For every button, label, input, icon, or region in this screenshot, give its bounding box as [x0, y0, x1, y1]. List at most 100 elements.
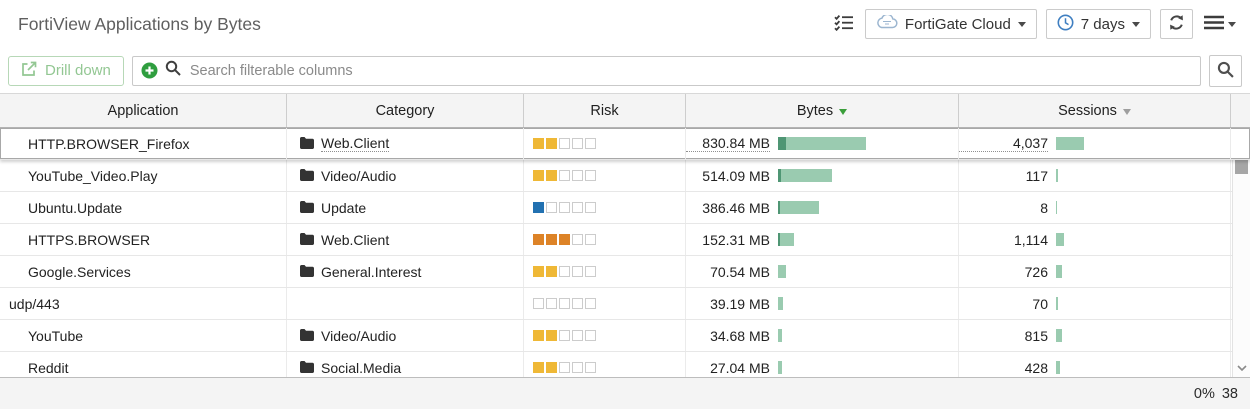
- sessions-cell[interactable]: 70: [959, 288, 1231, 319]
- application-cell[interactable]: Reddit: [0, 352, 287, 377]
- table-row[interactable]: Google.Services General.Interest 70.54 M…: [0, 256, 1250, 288]
- category-cell[interactable]: Update: [287, 192, 524, 223]
- risk-square: [546, 170, 557, 181]
- table-row[interactable]: Ubuntu.Update Update 386.46 MB 8: [0, 192, 1250, 224]
- application-cell[interactable]: udp/443: [0, 288, 287, 319]
- category-link[interactable]: Update: [321, 199, 367, 216]
- refresh-icon: [1168, 14, 1185, 35]
- column-header-risk[interactable]: Risk: [524, 94, 686, 127]
- scroll-down-icon[interactable]: [1233, 361, 1250, 374]
- risk-square: [585, 202, 596, 213]
- sort-desc-icon[interactable]: [839, 108, 848, 115]
- sessions-cell[interactable]: 8: [959, 192, 1231, 223]
- category-cell[interactable]: Web.Client: [287, 224, 524, 255]
- sessions-value[interactable]: 70: [1032, 295, 1048, 312]
- column-header-sessions[interactable]: Sessions: [959, 94, 1231, 127]
- application-cell[interactable]: HTTPS.BROWSER: [0, 224, 287, 255]
- folder-icon: [300, 200, 314, 216]
- add-filter-icon[interactable]: [141, 62, 158, 79]
- column-header-application[interactable]: Application: [0, 94, 287, 127]
- bytes-cell[interactable]: 70.54 MB: [686, 256, 959, 287]
- category-link[interactable]: Web.Client: [321, 231, 390, 248]
- filter-bar[interactable]: [131, 55, 1201, 86]
- table-row[interactable]: HTTP.BROWSER_Firefox Web.Client 830.84 M…: [0, 128, 1250, 160]
- category-cell[interactable]: Social.Media: [287, 352, 524, 377]
- sessions-cell[interactable]: 815: [959, 320, 1231, 351]
- search-input[interactable]: [187, 61, 1192, 80]
- risk-square: [533, 138, 544, 149]
- category-cell[interactable]: Web.Client: [287, 128, 524, 159]
- sessions-value[interactable]: 4,037: [1012, 135, 1048, 151]
- bytes-bar-light: [778, 265, 786, 278]
- table-row[interactable]: YouTube_Video.Play Video/Audio 514.09 MB…: [0, 160, 1250, 192]
- table-row[interactable]: YouTube Video/Audio 34.68 MB 815: [0, 320, 1250, 352]
- refresh-button[interactable]: [1160, 9, 1193, 39]
- column-header-bytes[interactable]: Bytes: [686, 94, 959, 127]
- table-header: Application Category Risk Bytes Sessions: [0, 93, 1250, 128]
- table-row[interactable]: HTTPS.BROWSER Web.Client 152.31 MB 1,114: [0, 224, 1250, 256]
- bytes-value[interactable]: 70.54 MB: [710, 263, 770, 280]
- bytes-cell[interactable]: 34.68 MB: [686, 320, 959, 351]
- category-cell[interactable]: General.Interest: [287, 256, 524, 287]
- sessions-cell[interactable]: 1,114: [959, 224, 1231, 255]
- category-link[interactable]: Web.Client: [321, 135, 390, 152]
- category-link[interactable]: General.Interest: [321, 263, 422, 280]
- sessions-cell[interactable]: 4,037: [959, 128, 1231, 159]
- column-header-category[interactable]: Category: [287, 94, 524, 127]
- bytes-cell[interactable]: 39.19 MB: [686, 288, 959, 319]
- application-cell[interactable]: Google.Services: [0, 256, 287, 287]
- application-cell[interactable]: Ubuntu.Update: [0, 192, 287, 223]
- sessions-value[interactable]: 8: [1040, 199, 1048, 216]
- bytes-value[interactable]: 830.84 MB: [702, 135, 770, 151]
- bytes-value[interactable]: 39.19 MB: [710, 295, 770, 312]
- sessions-value[interactable]: 726: [1024, 263, 1048, 280]
- bytes-cell[interactable]: 514.09 MB: [686, 160, 959, 191]
- sessions-bar: [1056, 169, 1058, 182]
- bytes-value[interactable]: 34.68 MB: [710, 327, 770, 344]
- risk-square: [533, 362, 544, 373]
- device-dropdown[interactable]: FortiGate Cloud: [864, 9, 1037, 39]
- application-cell[interactable]: YouTube_Video.Play: [0, 160, 287, 191]
- table-row[interactable]: udp/443 39.19 MB 70: [0, 288, 1250, 320]
- sessions-value[interactable]: 815: [1024, 327, 1048, 344]
- menu-button[interactable]: [1202, 13, 1238, 35]
- sort-desc-icon[interactable]: [1122, 108, 1131, 115]
- vertical-scrollbar[interactable]: [1232, 128, 1250, 377]
- sessions-cell[interactable]: 726: [959, 256, 1231, 287]
- table-row[interactable]: Reddit Social.Media 27.04 MB 428: [0, 352, 1250, 377]
- bytes-value[interactable]: 386.46 MB: [702, 199, 770, 216]
- category-cell[interactable]: [287, 288, 524, 319]
- column-label: Bytes: [796, 102, 834, 119]
- bytes-cell[interactable]: 386.46 MB: [686, 192, 959, 223]
- application-cell[interactable]: HTTP.BROWSER_Firefox: [0, 128, 287, 159]
- bytes-value[interactable]: 514.09 MB: [702, 167, 770, 184]
- folder-icon: [300, 328, 314, 344]
- bytes-cell[interactable]: 830.84 MB: [686, 128, 959, 159]
- category-link[interactable]: Social.Media: [321, 359, 402, 376]
- drill-down-button[interactable]: Drill down: [8, 55, 124, 86]
- risk-square: [533, 266, 544, 277]
- risk-square: [533, 330, 544, 341]
- category-link[interactable]: Video/Audio: [321, 327, 397, 344]
- bytes-value[interactable]: 152.31 MB: [702, 231, 770, 248]
- risk-square: [533, 202, 544, 213]
- category-link[interactable]: Video/Audio: [321, 167, 397, 184]
- sessions-value[interactable]: 1,114: [1014, 231, 1048, 248]
- sessions-value[interactable]: 428: [1024, 359, 1048, 376]
- time-range-dropdown[interactable]: 7 days: [1045, 9, 1151, 39]
- risk-square: [546, 266, 557, 277]
- sessions-value[interactable]: 117: [1025, 167, 1048, 184]
- column-settings-button[interactable]: [832, 12, 856, 36]
- sessions-cell[interactable]: 428: [959, 352, 1231, 377]
- bytes-cell[interactable]: 152.31 MB: [686, 224, 959, 255]
- application-name: Google.Services: [28, 263, 131, 280]
- bytes-cell[interactable]: 27.04 MB: [686, 352, 959, 377]
- bytes-value[interactable]: 27.04 MB: [710, 359, 770, 376]
- sessions-cell[interactable]: 117: [959, 160, 1231, 191]
- item-count: 38: [1221, 385, 1238, 402]
- category-cell[interactable]: Video/Audio: [287, 320, 524, 351]
- bytes-bar-light: [778, 297, 783, 310]
- application-cell[interactable]: YouTube: [0, 320, 287, 351]
- search-button[interactable]: [1209, 54, 1242, 87]
- category-cell[interactable]: Video/Audio: [287, 160, 524, 191]
